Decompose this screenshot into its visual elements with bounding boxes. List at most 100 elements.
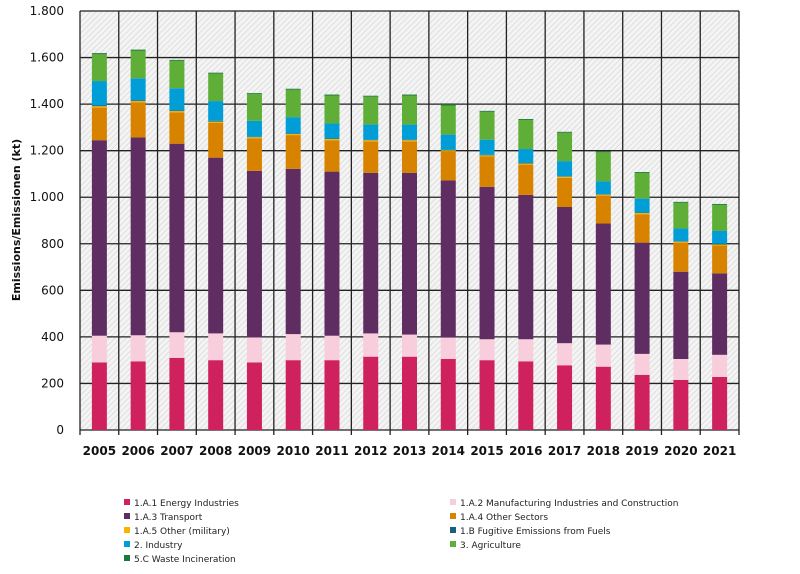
bar-segment [169,357,185,430]
legend-swatch [124,555,130,561]
bar-segment [673,228,689,242]
bar-segment [91,53,107,55]
bar-segment [712,204,728,231]
y-tick-label: 200 [41,376,64,390]
bar-segment [402,95,417,125]
x-tick-label: 2011 [315,444,348,458]
x-tick-label: 2005 [83,444,116,458]
bar-segment [324,140,340,172]
legend-label: 5.C Waste Incineration [134,555,236,565]
bar-segment [285,334,301,361]
bar-segment [557,131,573,133]
bar-segment [285,88,301,90]
bar-segment [169,110,185,112]
bar-segment [402,334,417,357]
legend-label: 1.A.3 Transport [134,513,203,523]
x-tick-label: 2010 [277,444,310,458]
bar-segment [285,360,301,430]
bar-segment [673,201,689,203]
legend: 1.A.1 Energy Industries 1.A.2 Manufacturi… [124,499,678,565]
legend-label: 2. Industry [134,541,183,551]
bar-segment [324,95,340,124]
x-tick-label: 2017 [548,444,581,458]
bar-segment [285,89,301,118]
legend-label: 1.A.1 Energy Industries [134,499,239,509]
bar-segment [402,140,417,142]
bar-segment [169,88,185,111]
bars [91,49,728,430]
bar-segment [169,112,185,144]
bar-segment [208,72,224,74]
bar-segment [557,365,573,430]
bar-segment [246,120,262,137]
bar-segment [208,101,224,121]
x-axis-ticks: 2005 2006 2007 2008 2009 2010 2011 2012 2013 2014… [83,444,737,458]
bar-segment [518,119,534,120]
bar-segment [130,49,146,51]
bar-segment [518,149,534,164]
bar-segment [712,230,728,244]
bar-segment [634,374,650,430]
gridlines [79,10,740,435]
x-tick-label: 2014 [432,444,465,458]
bar-segment [518,194,534,340]
bar-segment [634,353,650,375]
bar-segment [634,173,650,199]
bar-segment [557,132,573,162]
legend-label: 3. Agriculture [460,541,521,551]
bar-segment [595,151,611,153]
x-tick-label: 2018 [587,444,620,458]
bar-segment [402,124,417,140]
x-tick-label: 2008 [199,444,232,458]
bar-segment [130,50,146,79]
bar-segment [479,139,495,155]
bar-segment [363,96,379,125]
x-tick-label: 2012 [354,444,387,458]
legend-label: 1.B Fugitive Emissions from Fuels [460,527,611,537]
bar-segment [595,152,611,182]
bar-segment [169,332,185,358]
bar-segment [557,177,573,207]
x-tick-label: 2007 [160,444,193,458]
bar-segment [479,339,495,361]
bar-segment [208,73,224,102]
legend-swatch [124,527,130,533]
y-tick-label: 1.200 [30,144,64,158]
legend-swatch [124,499,130,505]
bar-segment [363,356,379,430]
bar-segment [479,110,495,112]
bar-segment [557,161,573,177]
bar-segment [363,95,379,97]
bar-segment [440,105,456,135]
y-axis-ticks: 0 200 400 600 800 1.000 1.200 1.400 1.600 1.800 [30,4,64,437]
legend-item: 2. Industry [124,541,183,551]
bar-segment [246,337,262,363]
bar-segment [557,176,573,178]
y-tick-label: 1.400 [30,97,64,111]
bar-segment [479,111,495,140]
y-axis-label: Emissions/Emissionen (kt) [10,139,23,301]
bar-segment [479,155,495,157]
x-tick-label: 2009 [238,444,271,458]
bar-segment [673,242,689,272]
bar-segment [402,94,417,96]
legend-label: 1.A.4 Other Sectors [460,513,548,523]
bar-segment [479,186,495,340]
bar-segment [440,359,456,430]
bar-segment [363,141,379,173]
bar-segment [91,81,107,106]
bar-segment [130,78,146,101]
bar-segment [169,111,185,113]
bar-segment [91,107,107,141]
y-tick-label: 1.000 [30,190,64,204]
bar-segment [324,171,340,336]
bar-segment [324,360,340,430]
bar-segment [634,242,650,354]
bar-segment [595,344,611,367]
bar-segment [634,213,650,215]
legend-item: 1.A.2 Manufacturing Industries and Const… [450,499,678,509]
legend-swatch [450,499,456,505]
bar-segment [324,335,340,361]
bar-segment [285,135,301,169]
